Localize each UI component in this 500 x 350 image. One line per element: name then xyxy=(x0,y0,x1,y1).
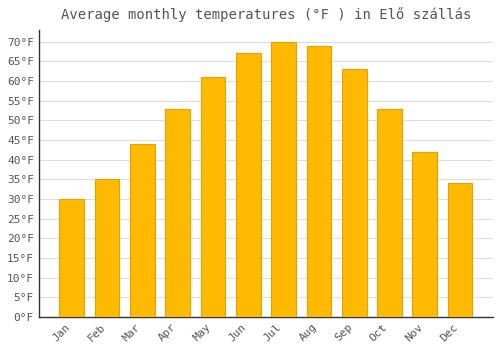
Bar xyxy=(448,183,472,317)
Bar xyxy=(200,77,226,317)
Bar xyxy=(166,108,190,317)
Bar xyxy=(342,69,366,317)
Title: Average monthly temperatures (°F ) in Elő szállás: Average monthly temperatures (°F ) in El… xyxy=(60,7,471,22)
Bar xyxy=(236,54,260,317)
Bar xyxy=(412,152,437,317)
Bar xyxy=(130,144,155,317)
Bar xyxy=(60,199,84,317)
Bar xyxy=(271,42,296,317)
Bar xyxy=(377,108,402,317)
Bar xyxy=(94,179,120,317)
Bar xyxy=(306,46,331,317)
